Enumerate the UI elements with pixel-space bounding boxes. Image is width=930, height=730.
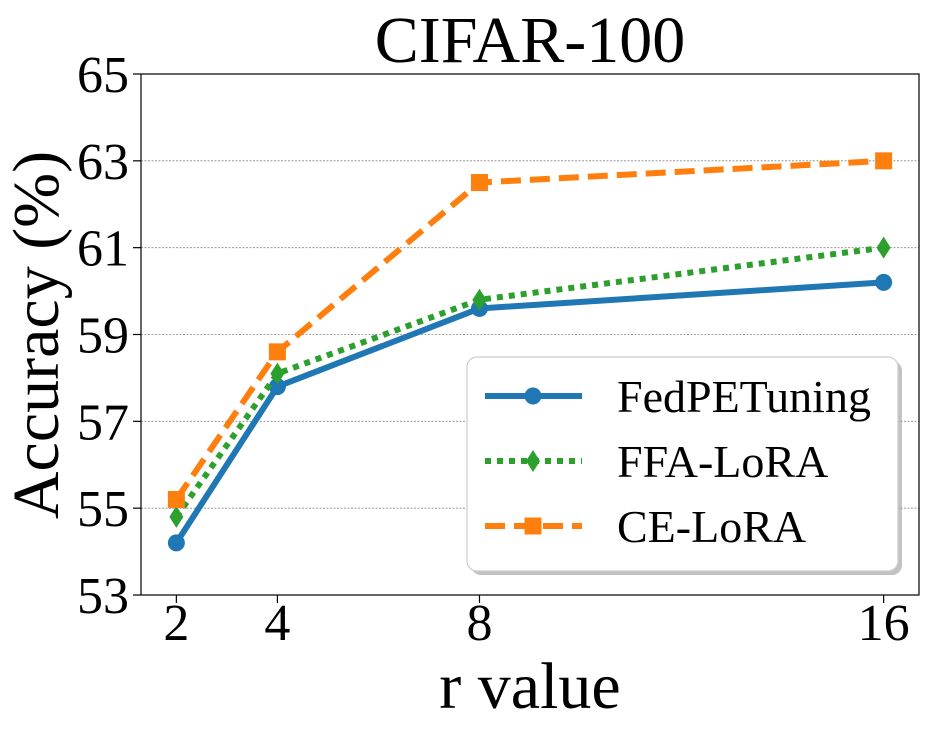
y-tick-label: 65 [77,47,129,104]
y-tick-label: 55 [77,481,129,538]
legend-label: FFA-LoRA [617,436,828,487]
y-tick-label: 63 [77,134,129,191]
series-ce-lora [167,152,893,508]
y-tick-label: 61 [77,221,129,278]
legend-item: CE-LoRA [485,501,806,552]
data-point [472,288,487,311]
legend-marker [526,450,540,472]
data-point [167,490,185,508]
data-point [875,273,893,291]
data-point [169,505,184,528]
series-line [173,279,884,545]
legend-marker [524,387,542,405]
y-axis: 53 55 57 59 61 63 65 [77,47,141,625]
data-point [167,534,185,552]
legend-item: FedPETuning [485,371,871,422]
y-tick-label: 57 [77,394,129,451]
series-layer [167,152,893,552]
x-tick-label: 8 [466,595,492,652]
legend-box [466,356,899,572]
x-tick-label: 4 [264,595,290,652]
y-tick-label: 59 [77,308,129,365]
data-point [470,174,488,192]
data-point [876,236,891,259]
chart-title: CIFAR-100 [375,4,685,77]
legend-marker [524,517,542,535]
x-tick-label: 16 [858,595,910,652]
x-tick-label: 2 [163,595,189,652]
x-axis: 2 4 8 16 [163,595,910,652]
legend-item: FFA-LoRA [485,436,828,487]
series-line [173,244,885,519]
series-ffa-lora [169,236,891,528]
series-line [173,157,884,502]
data-point [270,362,285,385]
data-point [875,152,893,170]
y-axis-label: Accuracy (%) [0,151,73,519]
legend-label: CE-LoRA [617,501,806,552]
x-axis-label: r value [439,650,620,723]
data-point [268,378,286,396]
data-point [268,343,286,361]
legend-label: FedPETuning [617,371,871,422]
y-tick-label: 53 [77,568,129,625]
legend-items: FedPETuning FFA-LoRA CE-LoRA [485,371,871,552]
legend: FedPETuning FFA-LoRA CE-LoRA [466,356,902,575]
